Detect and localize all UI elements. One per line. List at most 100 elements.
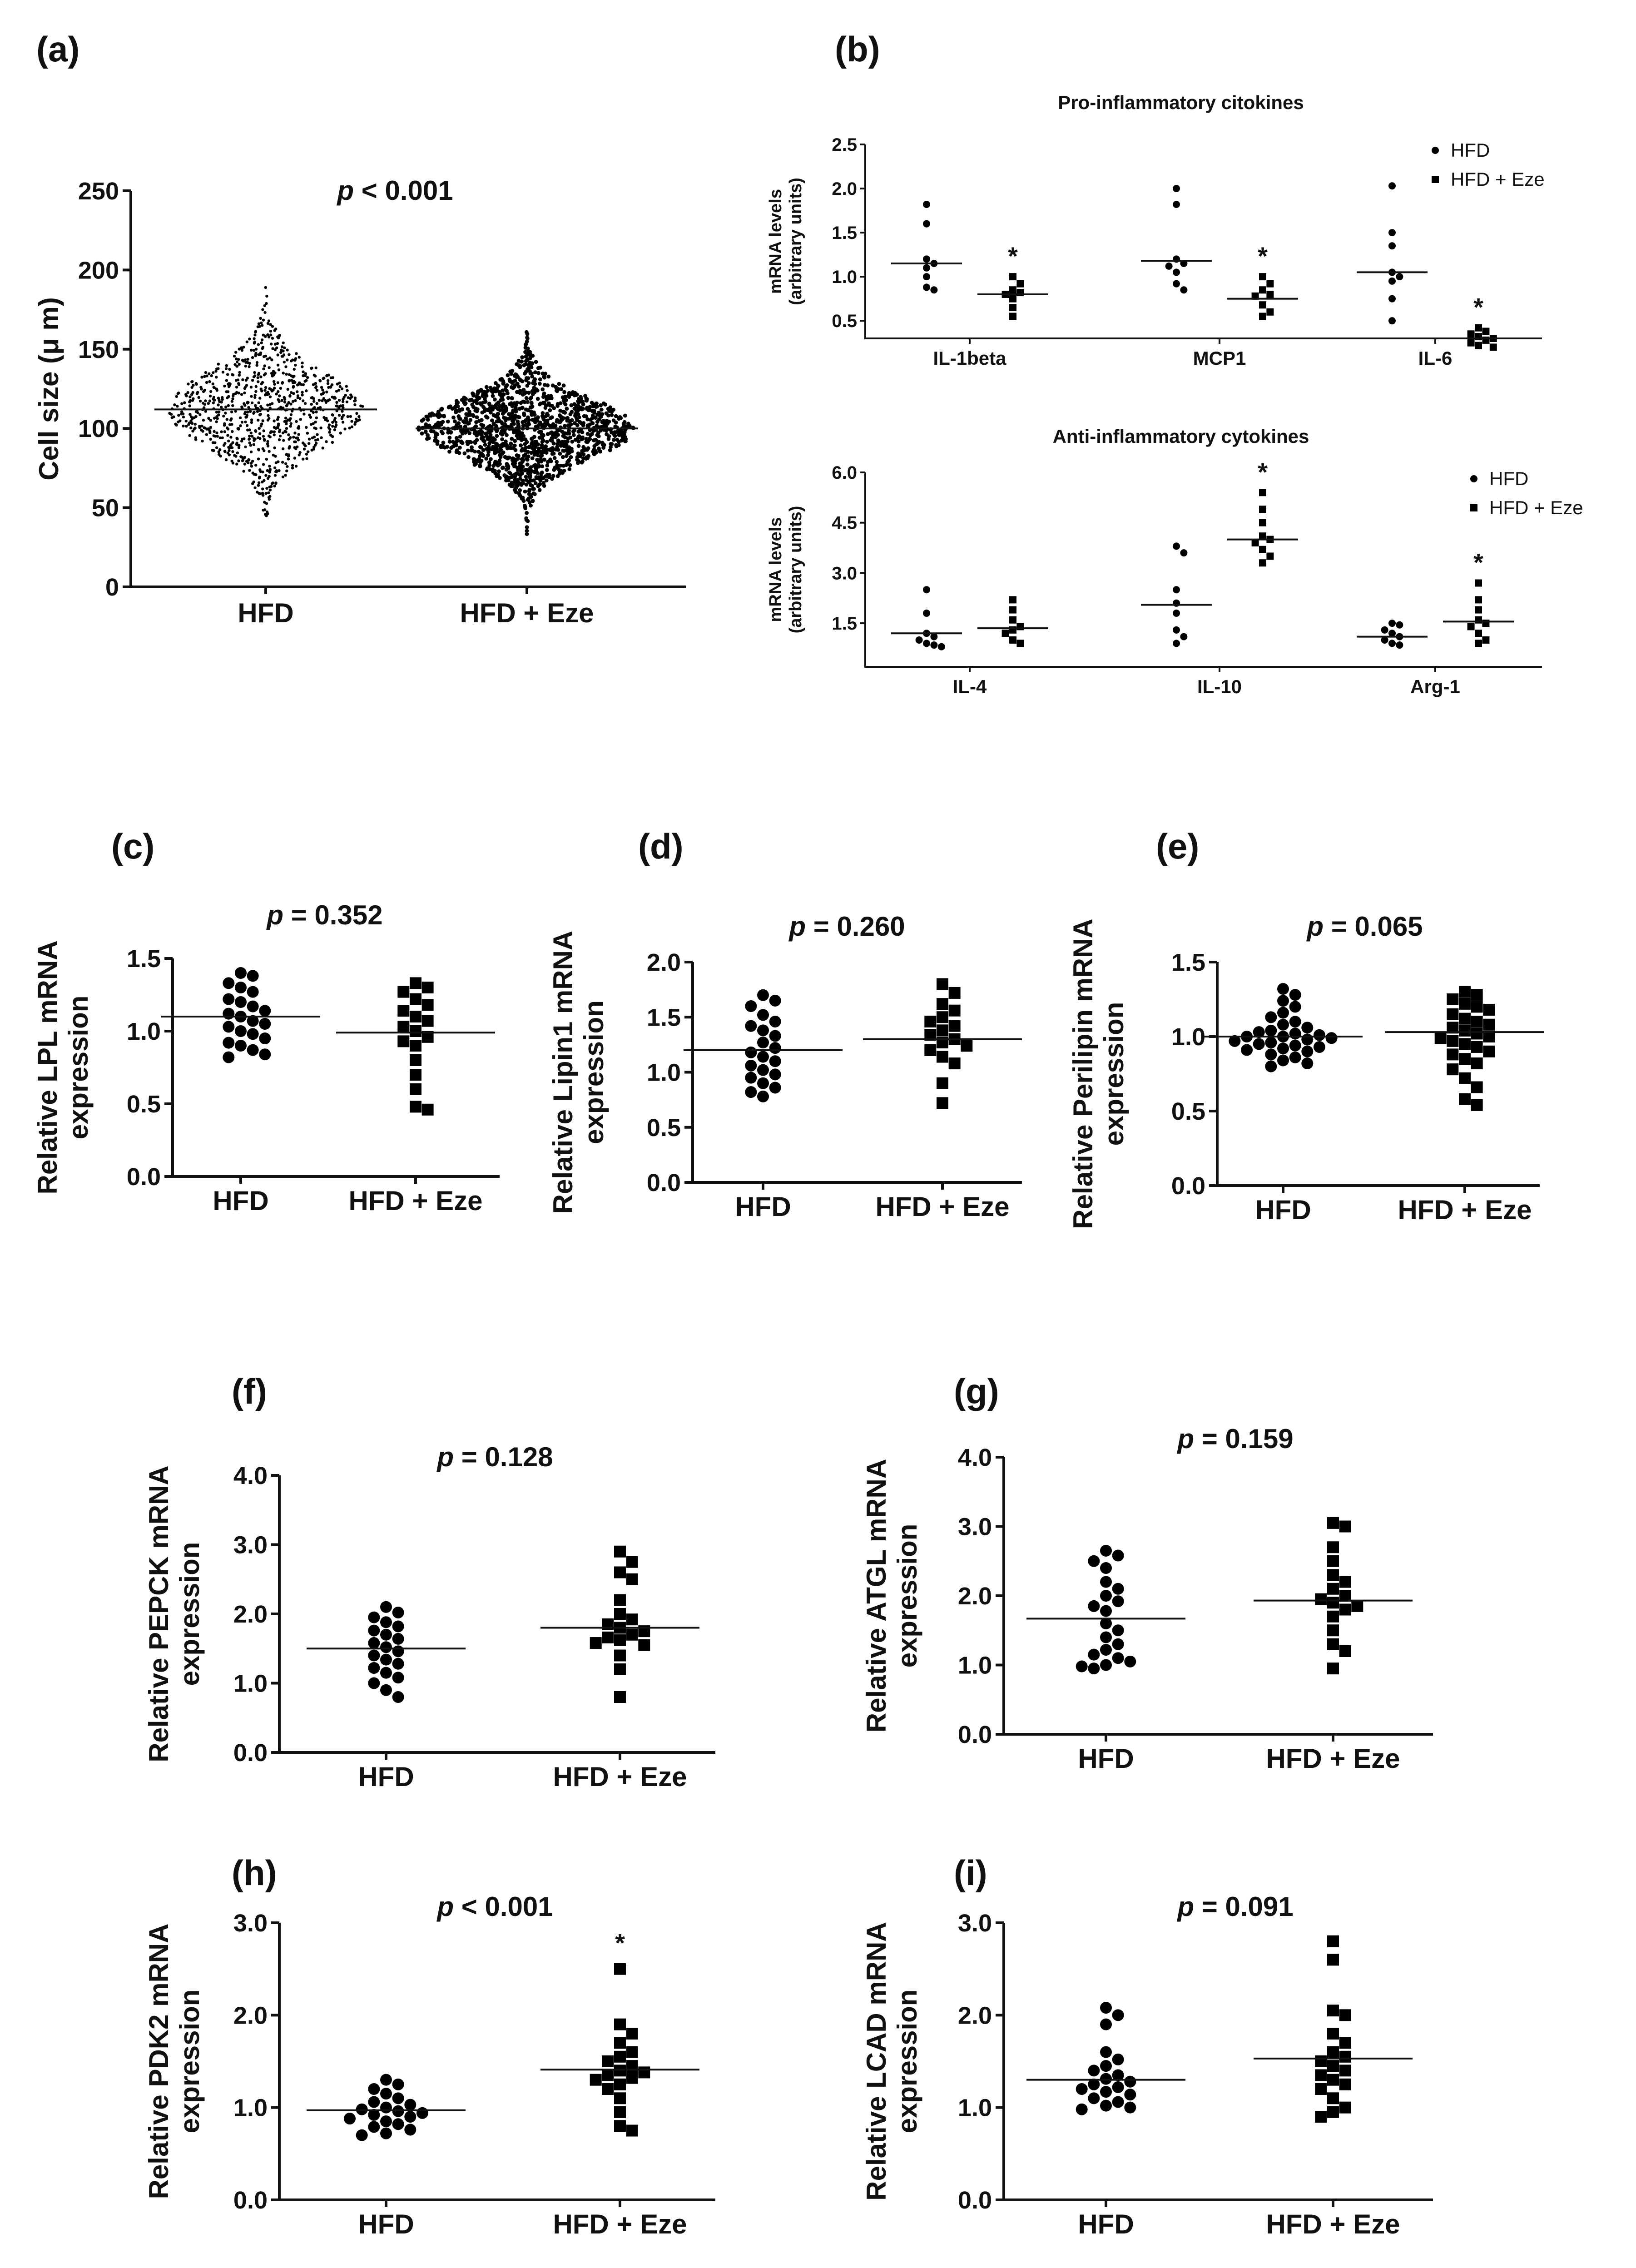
data-point — [614, 1594, 626, 1606]
y-tick-label: 1.0 — [233, 1670, 268, 1697]
data-point — [192, 383, 195, 387]
data-point — [526, 336, 530, 341]
data-point — [203, 426, 206, 429]
data-point — [246, 411, 249, 414]
data-point — [1100, 1590, 1112, 1602]
data-point — [745, 1000, 757, 1012]
data-point — [268, 471, 271, 474]
data-point — [331, 435, 334, 438]
data-point — [569, 422, 573, 427]
data-point — [244, 420, 247, 424]
data-point — [598, 428, 603, 433]
data-point — [256, 410, 259, 413]
data-point — [205, 433, 208, 436]
data-point — [1396, 641, 1403, 649]
data-point — [286, 358, 289, 362]
data-point — [264, 335, 267, 338]
data-point — [380, 1667, 392, 1679]
data-point — [331, 441, 334, 444]
data-point — [290, 391, 293, 394]
data-point — [265, 486, 268, 490]
data-point — [215, 415, 218, 418]
data-point — [530, 437, 534, 441]
data-point — [540, 445, 544, 450]
data-point — [293, 432, 297, 435]
data-point — [1009, 596, 1016, 604]
data-point — [516, 359, 521, 363]
data-point — [345, 385, 348, 388]
axes — [1002, 1457, 1433, 1736]
y-axis-label: (arbitrary units) — [786, 178, 805, 305]
data-point — [1241, 1044, 1253, 1056]
data-point — [1315, 2069, 1327, 2081]
y-tick-label: 0.5 — [832, 311, 857, 331]
data-point — [1289, 989, 1301, 1001]
data-point — [599, 403, 603, 407]
data-point — [557, 382, 561, 386]
data-point — [266, 469, 269, 472]
data-point — [524, 354, 528, 359]
y-tick-label: 250 — [78, 178, 119, 205]
y-tick-label: 2.5 — [832, 135, 857, 155]
data-point — [745, 1020, 757, 1032]
data-point — [1313, 1041, 1325, 1053]
data-point — [565, 407, 569, 411]
data-point — [270, 358, 273, 362]
data-point — [442, 445, 447, 450]
data-point — [487, 402, 492, 407]
data-point — [329, 376, 333, 379]
data-point — [1259, 532, 1266, 540]
data-point — [1112, 1583, 1124, 1595]
data-point — [505, 462, 509, 466]
y-axis-label: Relative PDK2 mRNA — [144, 1924, 174, 2199]
data-point — [253, 371, 256, 374]
data-point — [459, 429, 463, 433]
data-point — [455, 439, 459, 443]
data-point — [254, 347, 258, 351]
y-tick-label: 1.5 — [1171, 949, 1205, 976]
data-point — [524, 446, 528, 450]
data-point — [243, 462, 247, 466]
data-point — [1489, 343, 1497, 351]
data-point — [1339, 2101, 1351, 2114]
data-point — [923, 283, 930, 291]
data-point — [529, 395, 534, 400]
data-point — [235, 391, 238, 394]
data-point — [270, 485, 273, 488]
data-point — [576, 444, 581, 448]
data-point — [500, 407, 504, 412]
data-point — [923, 640, 930, 647]
data-point — [276, 418, 279, 421]
data-point — [257, 448, 260, 452]
data-point — [1327, 2046, 1339, 2058]
data-point — [173, 403, 176, 407]
data-point — [516, 419, 520, 424]
data-point — [174, 422, 177, 426]
data-point — [314, 366, 317, 370]
data-point — [273, 484, 276, 488]
data-point — [556, 439, 560, 443]
y-tick-label: 2.0 — [233, 1601, 268, 1628]
data-point — [249, 410, 252, 413]
data-point — [1327, 1583, 1339, 1595]
data-point — [252, 412, 255, 415]
data-point — [546, 374, 551, 379]
data-point — [310, 402, 313, 406]
data-point — [278, 438, 281, 442]
data-point — [489, 457, 493, 462]
data-point — [504, 408, 509, 412]
data-point — [326, 382, 330, 385]
data-point — [588, 404, 592, 409]
data-point — [293, 358, 297, 362]
y-axis-label: Relative Lipin1 mRNA — [548, 931, 578, 1214]
legend-marker-square — [1470, 504, 1477, 511]
data-point — [527, 444, 531, 449]
data-point — [563, 424, 567, 428]
axes — [278, 1923, 715, 2201]
data-point — [332, 397, 336, 400]
data-point — [549, 459, 553, 463]
data-point — [575, 455, 580, 459]
data-point — [234, 351, 238, 354]
